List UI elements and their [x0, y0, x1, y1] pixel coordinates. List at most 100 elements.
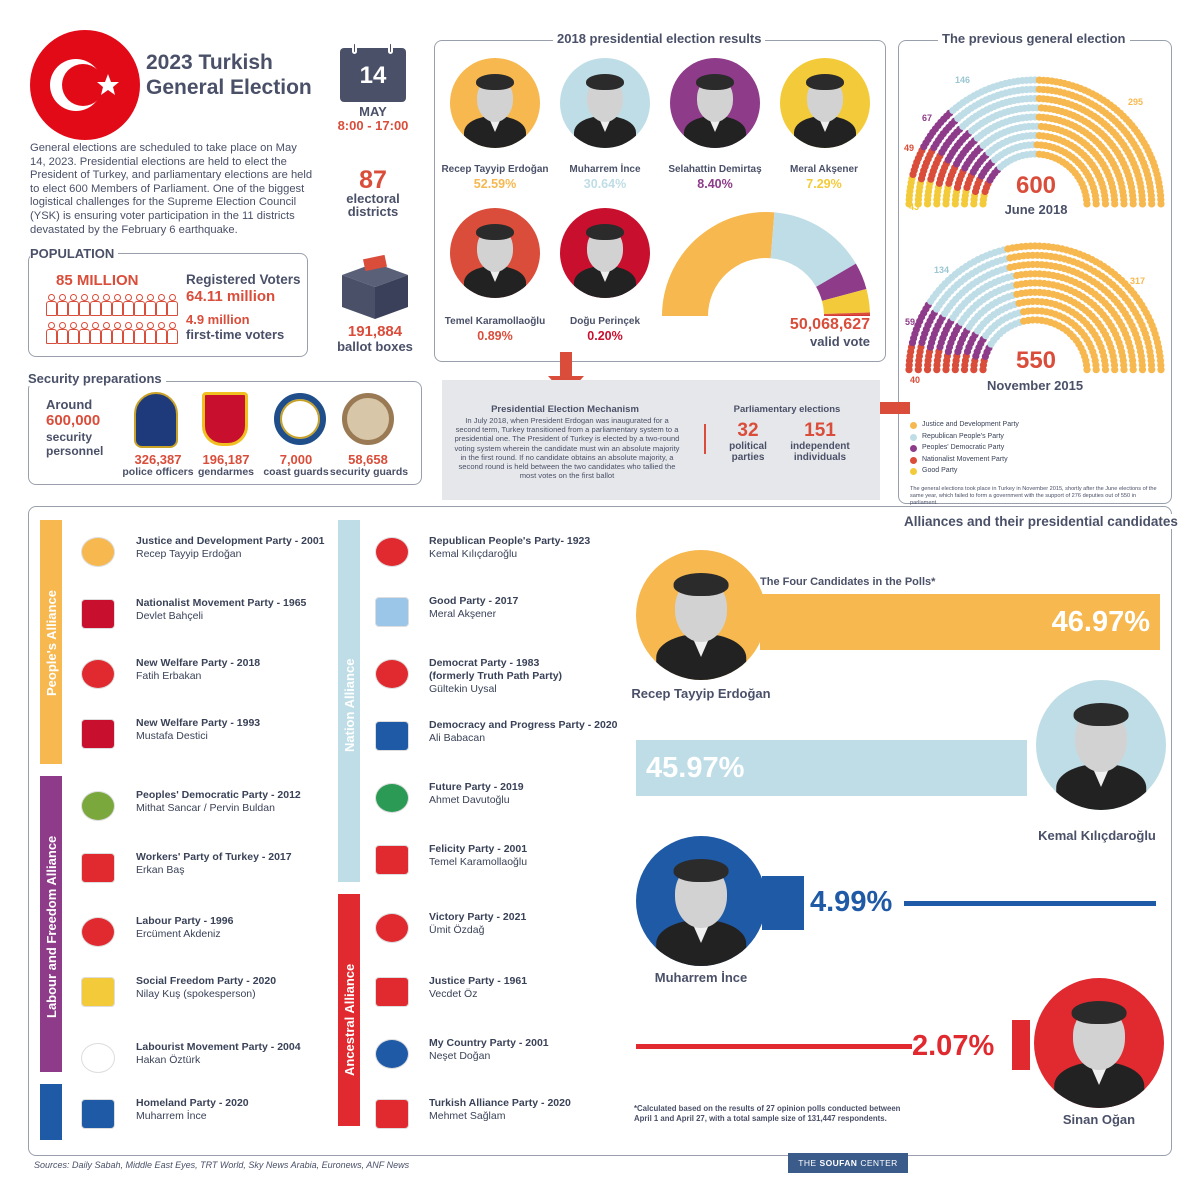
brand-main: SOUFAN: [819, 1158, 858, 1168]
legend-dot: [910, 468, 917, 475]
nov-num-hdp: 59: [905, 317, 916, 327]
party-logo-icon: [368, 970, 416, 1014]
candidate-pct: 30.64%: [583, 177, 627, 191]
indep-count: 151: [804, 420, 836, 441]
party-logo-icon: [74, 1036, 122, 1080]
divider: [704, 424, 706, 454]
peoples-alliance-label: People's Alliance: [44, 590, 59, 696]
party-logo-icon: [368, 1092, 416, 1136]
party-leader: Neşet Doğan: [429, 1050, 491, 1062]
logo-mark: [81, 599, 115, 629]
seat-dot: [1148, 200, 1156, 208]
party-name: Nationalist Movement Party - 1965: [136, 597, 307, 609]
legend-dot: [910, 456, 917, 464]
party-leader: Erkan Baş: [136, 864, 185, 876]
party-logo-icon: [368, 530, 416, 574]
alliances-box: [28, 506, 1172, 1156]
logo-mark: [81, 917, 115, 947]
june-num-hdp: 67: [922, 113, 933, 123]
logo-mark: [375, 783, 409, 813]
prev-election-title: The previous general election: [938, 31, 1130, 46]
parl-title: Parliamentary elections: [733, 404, 841, 415]
poll-pct: 45.97%: [646, 752, 745, 784]
party-logo-icon: [74, 530, 122, 574]
donut-slice-0: [662, 212, 775, 316]
party-leader: Devlet Bahçeli: [136, 610, 204, 622]
poll-pct: 46.97%: [1051, 606, 1150, 638]
seat-dot: [1083, 200, 1091, 208]
party-leader: Mithat Sancar / Pervin Buldan: [136, 802, 275, 814]
population-title: POPULATION: [30, 246, 119, 261]
intro-text: General elections are scheduled to take …: [30, 142, 313, 236]
seat-dot: [1092, 366, 1100, 374]
indep-label-2: individuals: [793, 452, 847, 463]
ballot-box-icon: [340, 254, 410, 321]
logo-mark: [81, 1099, 115, 1129]
hair: [1073, 703, 1129, 727]
hair: [476, 224, 514, 240]
mechanism-panel: [442, 380, 880, 500]
nation-alliance-bar: [338, 520, 360, 882]
security-guards-label: security guards: [329, 466, 409, 478]
page-title: 2023 Turkish General Election: [146, 50, 312, 100]
seat-dot: [1101, 200, 1110, 208]
june-num-mhp: 49: [904, 143, 915, 153]
candidate-pct: 7.29%: [806, 177, 842, 191]
logo-mark: [81, 659, 115, 689]
june-num-akp: 295: [1128, 97, 1144, 107]
party-logo-icon: [74, 910, 122, 954]
hair: [673, 859, 729, 883]
party-name: New Welfare Party - 2018: [136, 657, 261, 669]
peoples-alliance-bar: [40, 520, 62, 764]
candidate-photo-0: [450, 58, 540, 148]
coast-guards-label: coast guards: [263, 466, 329, 478]
poll-pct: 4.99%: [810, 886, 893, 918]
seat-dot: [1157, 366, 1165, 374]
valid-vote-count: 50,068,627: [789, 316, 870, 333]
coast-guards-value: 7,000: [279, 452, 313, 467]
districts-count: 87: [359, 166, 387, 194]
party-name: Turkish Alliance Party - 2020: [429, 1097, 571, 1109]
candidate-photo-5: [560, 208, 650, 298]
first-time-voters-value: 4.9 million: [186, 312, 250, 327]
population-total: 85 MILLION: [56, 272, 139, 289]
party-leader: Nilay Kuş (spokesperson): [136, 988, 256, 1000]
party-name-2: (formerly Truth Path Party): [429, 670, 563, 682]
june-num-iyi: 43: [909, 202, 920, 212]
june-label: June 2018: [1004, 202, 1068, 217]
ballot-label: ballot boxes: [337, 339, 413, 354]
donut-slice-4: [823, 312, 870, 316]
party-logo-icon: [368, 776, 416, 820]
police-label: police officers: [122, 466, 194, 478]
party-leader: Ercüment Akdeniz: [136, 928, 221, 940]
logo-mark: [81, 791, 115, 821]
candidate-pct: 52.59%: [473, 177, 517, 191]
party-name: Justice and Development Party - 2001: [136, 535, 325, 547]
seat-dot: [1120, 200, 1128, 208]
seat-dot: [1111, 366, 1119, 374]
poll-bar: [1012, 1020, 1030, 1070]
candidate-pct: 0.89%: [477, 329, 513, 343]
party-name: New Welfare Party - 1993: [136, 717, 261, 729]
first-time-voters-label: first-time voters: [186, 327, 285, 342]
june-total: 600: [1015, 172, 1057, 199]
labour-alliance-label: Labour and Freedom Alliance: [44, 835, 59, 1018]
party-leader: Hakan Öztürk: [136, 1054, 201, 1066]
logo-mark: [375, 977, 409, 1007]
indep-label-1: independent: [790, 441, 850, 452]
gendarmes-value: 196,187: [202, 452, 250, 467]
seat-dot: [1120, 366, 1128, 374]
hair: [1071, 1001, 1127, 1025]
party-name: Workers' Party of Turkey - 2017: [136, 851, 292, 863]
party-name: Social Freedom Party - 2020: [136, 975, 277, 987]
police-badge-icon: [134, 392, 178, 448]
poll-name: Muharrem İnce: [654, 970, 748, 985]
candidate-photo-3: [780, 58, 870, 148]
party-name: Felicity Party - 2001: [429, 843, 528, 855]
date-day: 14: [359, 62, 387, 89]
gendarme-badge-icon: [202, 392, 248, 446]
party-leader: Temel Karamollaoğlu: [429, 856, 528, 868]
calendar-icon: 14: [340, 42, 406, 102]
logo-mark: [81, 537, 115, 567]
poll-pct: 2.07%: [912, 1030, 995, 1062]
